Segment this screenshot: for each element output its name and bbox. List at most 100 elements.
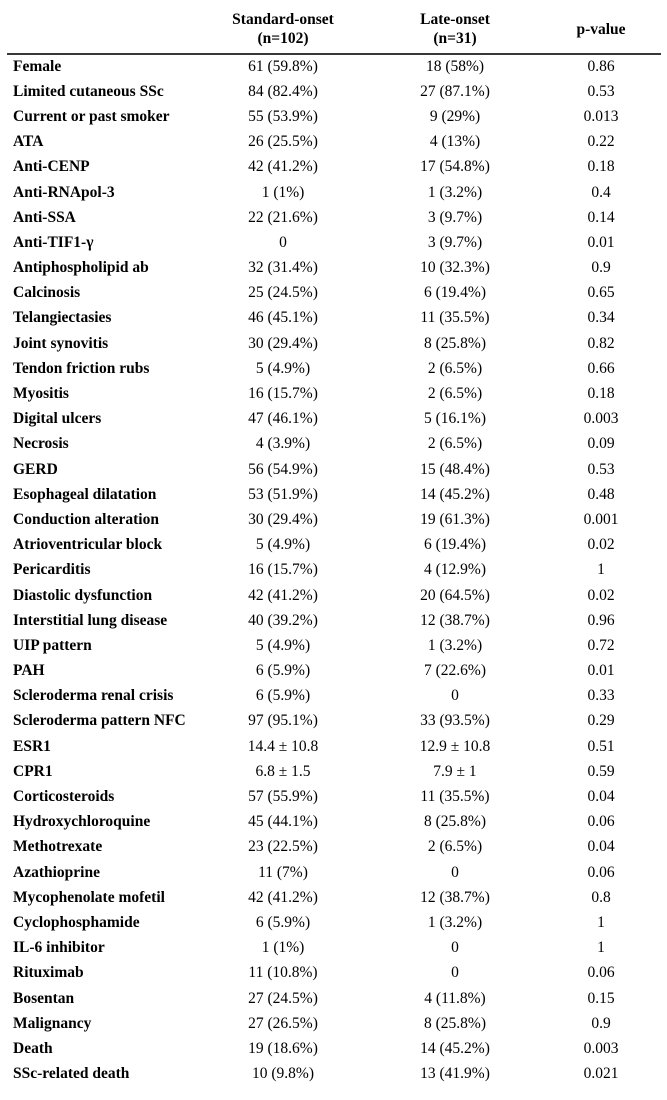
row-label: Anti-TIF1-γ: [13, 233, 94, 251]
table-row: Antiphospholipid ab 32 (31.4%) 10 (32.3%) 0…: [7, 256, 661, 281]
late-onset-value: 8 (25.8%): [424, 334, 486, 352]
header-row: Standard-onset (n=102) Late-onset (n=31)…: [7, 8, 661, 55]
late-onset-value: 12 (38.7%): [420, 888, 490, 906]
row-label: Necrosis: [13, 435, 69, 453]
table-row: Telangiectasies 46 (45.1%) 11 (35.5%) 0.34: [7, 306, 661, 331]
standard-onset-value: 16 (15.7%): [248, 561, 318, 579]
p-value: 0.001: [583, 510, 619, 528]
header-standard-line1: Standard-onset: [232, 11, 334, 28]
table-row: Anti-TIF1-γ 0 3 (9.7%) 0.01: [7, 230, 661, 255]
row-label: Pericarditis: [13, 561, 91, 579]
table-row: Anti-SSA 22 (21.6%) 3 (9.7%) 0.14: [7, 205, 661, 230]
header-standard-line2: (n=102): [257, 30, 309, 47]
p-value: 0.18: [587, 385, 615, 403]
row-label: Atrioventricular block: [13, 536, 163, 554]
standard-onset-value: 0: [279, 233, 287, 251]
p-value: 0.4: [591, 183, 611, 201]
late-onset-value: 8 (25.8%): [424, 813, 486, 831]
late-onset-value: 33 (93.5%): [420, 712, 490, 730]
table-row: ATA 26 (25.5%) 4 (13%) 0.22: [7, 130, 661, 155]
late-onset-value: 7.9 ± 1: [433, 762, 477, 780]
p-value: 0.82: [587, 334, 615, 352]
late-onset-value: 0: [451, 964, 459, 982]
late-onset-value: 2 (6.5%): [427, 838, 483, 856]
late-onset-value: 14 (45.2%): [420, 485, 490, 503]
standard-onset-value: 32 (31.4%): [248, 259, 318, 277]
late-onset-value: 4 (12.9%): [424, 561, 486, 579]
late-onset-value: 6 (19.4%): [424, 536, 486, 554]
standard-onset-value: 5 (4.9%): [255, 636, 311, 654]
row-label: Methotrexate: [13, 838, 103, 856]
late-onset-value: 17 (54.8%): [420, 158, 490, 176]
p-value: 0.72: [587, 636, 615, 654]
late-onset-value: 2 (6.5%): [427, 435, 483, 453]
standard-onset-value: 6 (5.9%): [255, 687, 311, 705]
row-label: Bosentan: [13, 989, 75, 1007]
standard-onset-value: 57 (55.9%): [248, 788, 318, 806]
late-onset-value: 12.9 ± 10.8: [419, 737, 491, 755]
table-row: Malignancy 27 (26.5%) 8 (25.8%) 0.9: [7, 1011, 661, 1036]
late-onset-value: 13 (41.9%): [420, 1065, 490, 1083]
late-onset-value: 8 (25.8%): [424, 1014, 486, 1032]
p-value: 0.15: [587, 989, 615, 1007]
row-label: Telangiectasies: [13, 309, 112, 327]
table-row: Rituximab 11 (10.8%) 0 0.06: [7, 961, 661, 986]
row-label: Cyclophosphamide: [13, 913, 140, 931]
p-value: 0.04: [587, 838, 615, 856]
late-onset-value: 11 (35.5%): [420, 309, 490, 327]
header-late-line1: Late-onset: [420, 11, 490, 28]
row-label: ESR1: [13, 737, 51, 755]
p-value: 1: [597, 913, 605, 931]
row-label: Female: [13, 58, 62, 76]
table-row: GERD 56 (54.9%) 15 (48.4%) 0.53: [7, 457, 661, 482]
p-value: 0.01: [587, 233, 615, 251]
table-row: IL-6 inhibitor 1 (1%) 0 1: [7, 936, 661, 961]
p-value: 0.013: [583, 107, 619, 125]
p-value: 0.29: [587, 712, 615, 730]
late-onset-value: 2 (6.5%): [427, 385, 483, 403]
late-onset-value: 9 (29%): [429, 107, 481, 125]
late-onset-value: 3 (9.7%): [427, 208, 483, 226]
late-onset-value: 10 (32.3%): [420, 259, 490, 277]
row-label: Malignancy: [13, 1014, 92, 1032]
late-onset-value: 2 (6.5%): [427, 359, 483, 377]
late-onset-value: 3 (9.7%): [427, 233, 483, 251]
late-onset-value: 11 (35.5%): [420, 788, 490, 806]
table-row: Myositis 16 (15.7%) 2 (6.5%) 0.18: [7, 381, 661, 406]
table-row: Azathioprine 11 (7%) 0 0.06: [7, 860, 661, 885]
late-onset-value: 4 (13%): [429, 133, 481, 151]
standard-onset-value: 6.8 ± 1.5: [255, 762, 311, 780]
row-label: Anti-CENP: [13, 158, 90, 176]
header-late-line2: (n=31): [433, 30, 477, 47]
table-header: Standard-onset (n=102) Late-onset (n=31)…: [7, 8, 661, 55]
table-row: UIP pattern 5 (4.9%) 1 (3.2%) 0.72: [7, 633, 661, 658]
row-label: Esophageal dilatation: [13, 485, 157, 503]
standard-onset-value: 25 (24.5%): [248, 284, 318, 302]
standard-onset-value: 4 (3.9%): [255, 435, 311, 453]
late-onset-value: 4 (11.8%): [424, 989, 486, 1007]
standard-onset-value: 27 (26.5%): [248, 1014, 318, 1032]
late-onset-value: 6 (19.4%): [424, 284, 486, 302]
standard-onset-value: 46 (45.1%): [248, 309, 318, 327]
row-label: Death: [13, 1039, 53, 1057]
standard-onset-value: 6 (5.9%): [255, 913, 311, 931]
p-value: 0.96: [587, 611, 615, 629]
p-value: 0.34: [587, 309, 615, 327]
row-label: UIP pattern: [13, 636, 92, 654]
p-value: 0.06: [587, 964, 615, 982]
table-row: Pericarditis 16 (15.7%) 4 (12.9%) 1: [7, 558, 661, 583]
row-label: Limited cutaneous SSc: [13, 82, 164, 100]
row-label: Anti-SSA: [13, 208, 76, 226]
table-row: Mycophenolate mofetil 42 (41.2%) 12 (38.7%…: [7, 885, 661, 910]
p-value: 0.66: [587, 359, 615, 377]
p-value: 0.9: [591, 1014, 611, 1032]
row-label: Calcinosis: [13, 284, 81, 302]
p-value: 0.86: [587, 58, 615, 76]
standard-onset-value: 16 (15.7%): [248, 385, 318, 403]
p-value: 0.06: [587, 813, 615, 831]
standard-onset-value: 26 (25.5%): [248, 133, 318, 151]
standard-onset-value: 45 (44.1%): [248, 813, 318, 831]
late-onset-value: 0: [451, 687, 459, 705]
p-value: 0.06: [587, 863, 615, 881]
late-onset-value: 15 (48.4%): [420, 460, 490, 478]
